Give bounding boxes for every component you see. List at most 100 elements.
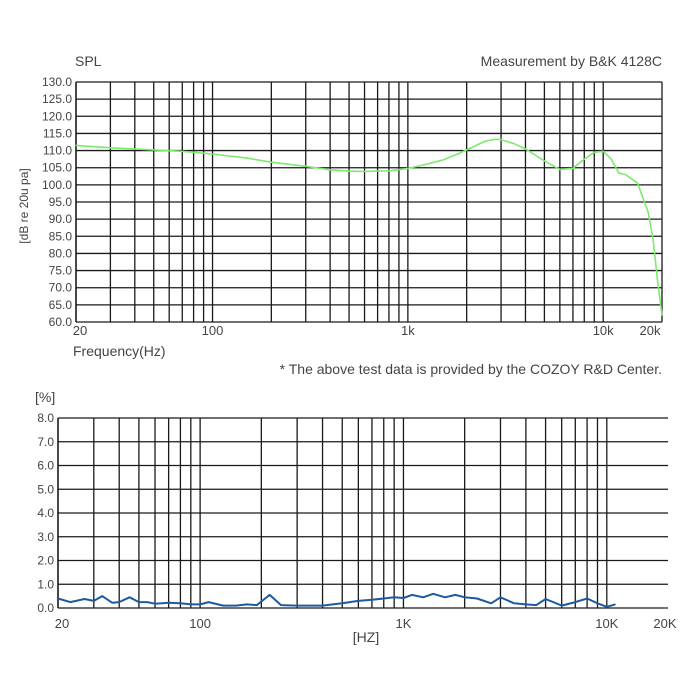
chart1-data-point [494,138,496,140]
chart1-data-point [407,167,409,169]
chart2-data-point [411,594,413,596]
chart1-data-point [348,170,350,172]
chart2-data-point [525,603,527,606]
chart2-y-tick-label: 1.0 [37,577,54,591]
chart2-data-point [574,601,576,603]
chart1-y-tick-label: 120.0 [42,109,72,123]
chart2-data-point [393,596,395,598]
chart1-data-point [211,153,214,155]
chart2-y-tick-label: 8.0 [37,411,54,425]
chart2-data-point [422,596,424,598]
chart2-data-point [490,602,492,604]
chart1-y-tick-label: 105.0 [42,161,72,175]
chart1-y-tick-label: 60.0 [49,315,73,329]
chart2-data-point [83,598,86,600]
chart1-data-point [246,157,248,159]
chart1-series-line [75,138,663,316]
chart2-data-point [606,606,608,608]
chart1-x-tick-label: 100 [202,323,224,338]
chart2-data-point [129,596,131,598]
chart1-y-tick-label: 85.0 [49,229,73,243]
chart1-data-point [583,158,585,160]
chart2-data-point [402,597,405,599]
chart1-data-point [513,143,515,145]
chart2-data-point [545,598,547,600]
chart1-data-point [500,139,502,141]
chart2-data-point [357,600,359,602]
chart1-data-point [422,164,424,166]
chart2-data-point [138,601,140,603]
chart1-y-tick-label: 70.0 [49,281,73,295]
chart1-x-tick-label: 1k [401,323,415,338]
chart1-subtitle: Measurement by B&K 4128C [481,53,662,69]
chart1-data-point [652,239,654,241]
chart1-data-point [377,170,379,172]
chart1-y-tick-label: 90.0 [49,212,73,226]
chart1-x-tick-label: 20k [640,323,661,338]
chart1-data-point [109,147,111,149]
chart1-data-point [305,165,307,167]
chart2-data-point [596,602,599,604]
chart2-data-point [310,605,312,607]
chart2-data-point [235,605,237,607]
chart1-annotation: * The above test data is provided by the… [280,361,662,377]
chart1-data-point [618,172,620,174]
chart1-data-point [485,140,487,142]
chart2-data-point [614,603,616,606]
chart2-data-point [321,605,324,607]
chart2-data-point [199,603,201,606]
chart1-data-point [647,211,649,213]
chart1-data-point [153,149,155,151]
chart1-data-point [329,169,331,171]
chart1-y-tick-label: 95.0 [49,195,73,209]
chart1-grid [75,81,663,323]
chart2-x-tick-label: 20 [55,616,69,631]
chart1-data-point [602,150,604,152]
chart1-data-point [270,161,272,163]
chart1-xlabel: Frequency(Hz) [73,343,166,359]
chart2-y-tick-label: 3.0 [37,530,54,544]
chart2-data-point [432,593,434,595]
chart1-title: SPL [75,53,102,69]
chart2-data-point [168,602,170,604]
chart2-data-point [269,594,271,596]
chart2-series-line [57,592,616,608]
chart2-data-point [57,597,59,600]
chart2-x-tick-label: 20K [653,616,676,631]
chart1-data-point [559,168,561,170]
chart2-data-point [111,602,113,604]
chart2-data-point [179,602,181,604]
chart2-y-tick-label: 5.0 [37,482,54,496]
chart2-data-point [371,599,373,601]
chart1-data-point [657,280,659,282]
chart1-data-point [593,151,595,153]
chart2-data-point [101,595,103,597]
chart1-y-ticks: 130.0 125.0 120.0 115.0 110.0 105.0 100.0 95.0 9… [42,75,72,329]
chart2-x-tick-label: 1K [396,616,412,631]
chart2-data-point [535,604,537,606]
chart2-y-tick-label: 4.0 [37,506,54,520]
chart2-data-point [341,602,343,604]
chart2-data-point [190,603,192,606]
chart1-data-point [524,148,527,150]
chart1-y-tick-label: 115.0 [43,126,72,140]
chart2-data-point [499,596,502,598]
chart2-data-point [93,600,95,602]
chart1-y-tick-label: 110.0 [43,144,72,158]
chart1-data-point [388,170,390,172]
chart2-data-point [280,604,282,606]
chart2-y-tick-label: 7.0 [37,435,54,449]
chart1-ylabel: [dB re 20u pa] [17,168,31,243]
chart2-data-point [454,594,456,596]
chart1-data-point [637,182,639,184]
chart1-data-point [624,174,627,176]
chart2-data-point [464,596,466,598]
chart1-data-point [181,150,183,152]
chart1-x-tick-label: 10k [593,323,614,338]
chart2-data-point [296,605,298,607]
chart2-data-point [586,597,588,600]
chart1-y-tick-label: 75.0 [49,264,73,278]
chart2-y-ticks: 8.0 7.0 6.0 5.0 4.0 3.0 2.0 1.0 0.0 [37,411,54,615]
chart1-data-point [661,314,663,316]
